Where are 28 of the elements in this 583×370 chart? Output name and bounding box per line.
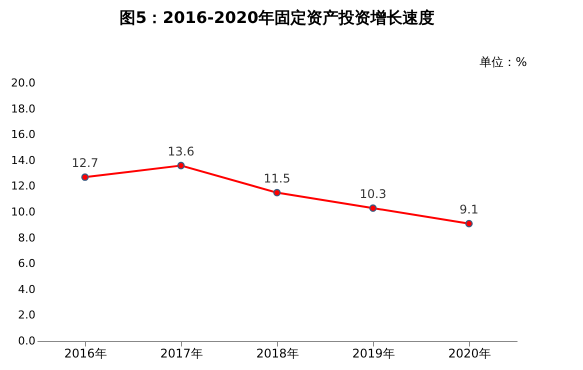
data-label: 13.6: [168, 144, 194, 159]
point: [177, 162, 185, 170]
y-tick-label: 18.0: [11, 102, 36, 116]
y-tick-label: 0.0: [18, 334, 36, 348]
y-tick-label: 16.0: [11, 128, 36, 142]
point: [465, 220, 473, 228]
x-tick-label: 2016年: [64, 346, 107, 360]
chart-title: 图5：2016-2020年固定资产投资增长速度: [120, 8, 434, 27]
data-label: 12.7: [72, 156, 98, 170]
y-tick-label: 4.0: [18, 282, 36, 296]
x-tick-label: 2020年: [448, 346, 491, 360]
point: [369, 204, 377, 212]
point: [273, 188, 281, 196]
data-label: 10.3: [360, 187, 386, 202]
y-tick-label: 8.0: [18, 231, 36, 244]
data-label: 11.5: [264, 172, 290, 186]
text: 单位：%: [480, 55, 527, 69]
y-tick-label: 2.0: [18, 308, 36, 322]
y-tick-label: 10.0: [11, 206, 36, 218]
x-tick-label: 2019年: [352, 346, 395, 360]
y-tick-label: 6.0: [18, 257, 36, 270]
y-tick-label: 12.0: [11, 180, 36, 193]
point: [81, 173, 89, 181]
y-tick-label: 14.0: [11, 154, 36, 167]
data-label: 9.1: [459, 202, 479, 217]
y-tick-label: 20.0: [11, 76, 36, 90]
x-tick-label: 2018年: [256, 346, 299, 360]
x-tick-label: 2017年: [160, 346, 203, 360]
